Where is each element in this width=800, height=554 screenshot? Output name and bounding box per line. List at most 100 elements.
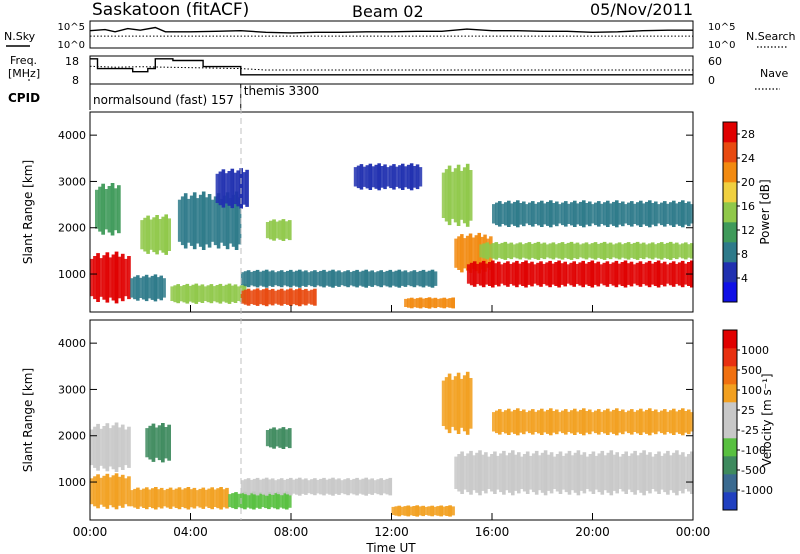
velocity-cell	[657, 451, 661, 494]
power-cell	[346, 270, 350, 288]
power-cell	[430, 298, 435, 308]
power-cell	[316, 271, 320, 286]
velocity-cell	[555, 409, 559, 435]
velocity-cell	[142, 488, 146, 508]
power-cell	[358, 271, 362, 286]
power-cell	[144, 274, 149, 302]
power-cell	[569, 241, 574, 260]
velocity-cell	[531, 453, 536, 493]
power-cell	[536, 241, 541, 260]
power-cell	[512, 244, 517, 258]
power-cell	[551, 263, 555, 285]
power-cell	[460, 234, 464, 273]
power-cell	[353, 167, 358, 187]
velocity-cell	[552, 411, 556, 433]
power-cell	[518, 242, 523, 260]
power-cell	[564, 201, 568, 227]
velocity-cell	[657, 412, 661, 432]
power-cell	[361, 270, 365, 287]
power-cell	[522, 201, 526, 227]
power-cell	[218, 171, 223, 206]
velocity-cell	[633, 450, 637, 495]
velocity-cell	[255, 477, 260, 496]
power-cell	[409, 163, 414, 191]
velocity-cell	[261, 478, 266, 495]
velocity-cell	[475, 452, 479, 493]
velocity-cell	[463, 455, 467, 490]
velocity-cell	[469, 450, 473, 495]
power-cell	[498, 201, 502, 227]
power-cell	[415, 271, 420, 286]
velocity-cell	[639, 452, 643, 493]
velocity-cell	[412, 506, 416, 516]
velocity-cell	[564, 409, 568, 435]
power-cell	[677, 262, 682, 286]
power-cell	[587, 262, 592, 286]
power-cell	[246, 288, 251, 306]
velocity-cell	[111, 475, 116, 508]
power-cell	[352, 270, 356, 287]
power-cell	[243, 271, 248, 287]
power-cell	[684, 263, 688, 285]
power-colorbar-tick-label: 16	[741, 200, 755, 213]
velocity-cell	[576, 411, 580, 433]
velocity-cell	[120, 474, 125, 508]
velocity-colorbar-tick-label: -1000	[741, 484, 773, 497]
power-cell	[572, 243, 577, 259]
power-cell	[599, 242, 604, 259]
velocity-cell	[690, 412, 694, 432]
velocity-cell	[415, 505, 419, 517]
power-cell	[663, 201, 667, 227]
velocity-cell	[151, 423, 156, 462]
power-cell	[111, 254, 116, 301]
velocity-cell	[325, 479, 329, 494]
velocity-cell	[130, 490, 134, 507]
power-cell	[563, 243, 568, 258]
cpid-segment-label: normalsound (fast) 157	[93, 93, 234, 107]
power-cell	[558, 204, 562, 224]
power-cell	[690, 243, 694, 259]
power-cell	[114, 251, 119, 304]
power-cell	[343, 271, 347, 287]
power-colorbar-swatch	[723, 122, 737, 143]
velocity-cell	[450, 379, 455, 427]
power-cell	[439, 298, 444, 308]
power-cell	[421, 298, 426, 308]
velocity-cell	[651, 411, 655, 433]
power-cell	[627, 202, 631, 226]
power-cell	[488, 262, 492, 286]
power-cell	[99, 258, 103, 297]
power-cell	[183, 193, 188, 249]
velocity-cell	[615, 452, 619, 494]
power-cell	[269, 220, 273, 240]
power-cell	[182, 285, 187, 303]
power-cell	[313, 270, 317, 288]
velocity-colorbar-tick-label: 1000	[741, 344, 769, 357]
power-colorbar-swatch	[723, 262, 737, 283]
power-cell	[301, 289, 305, 305]
power-cell	[255, 269, 260, 288]
power-cell	[215, 173, 220, 203]
velocity-cell	[615, 408, 619, 436]
power-cell	[200, 284, 205, 303]
velocity-cell	[287, 428, 292, 449]
power-cell	[95, 189, 99, 229]
power-cell	[328, 270, 332, 287]
power-cell	[292, 271, 296, 286]
power-cell	[690, 204, 694, 224]
power-cell	[479, 244, 483, 258]
velocity-cell	[307, 480, 311, 494]
power-cell	[203, 286, 208, 301]
power-cell	[380, 166, 384, 188]
power-cell	[462, 167, 467, 224]
velocity-cell	[439, 505, 443, 517]
power-cell	[615, 200, 619, 228]
velocity-cell	[582, 408, 586, 436]
velocity-cell	[409, 506, 413, 516]
power-cell	[113, 188, 118, 231]
velocity-cell	[267, 492, 271, 510]
velocity-cell	[388, 477, 393, 496]
power-cell	[503, 262, 507, 286]
power-cell	[140, 220, 144, 250]
velocity-cell	[102, 475, 107, 507]
